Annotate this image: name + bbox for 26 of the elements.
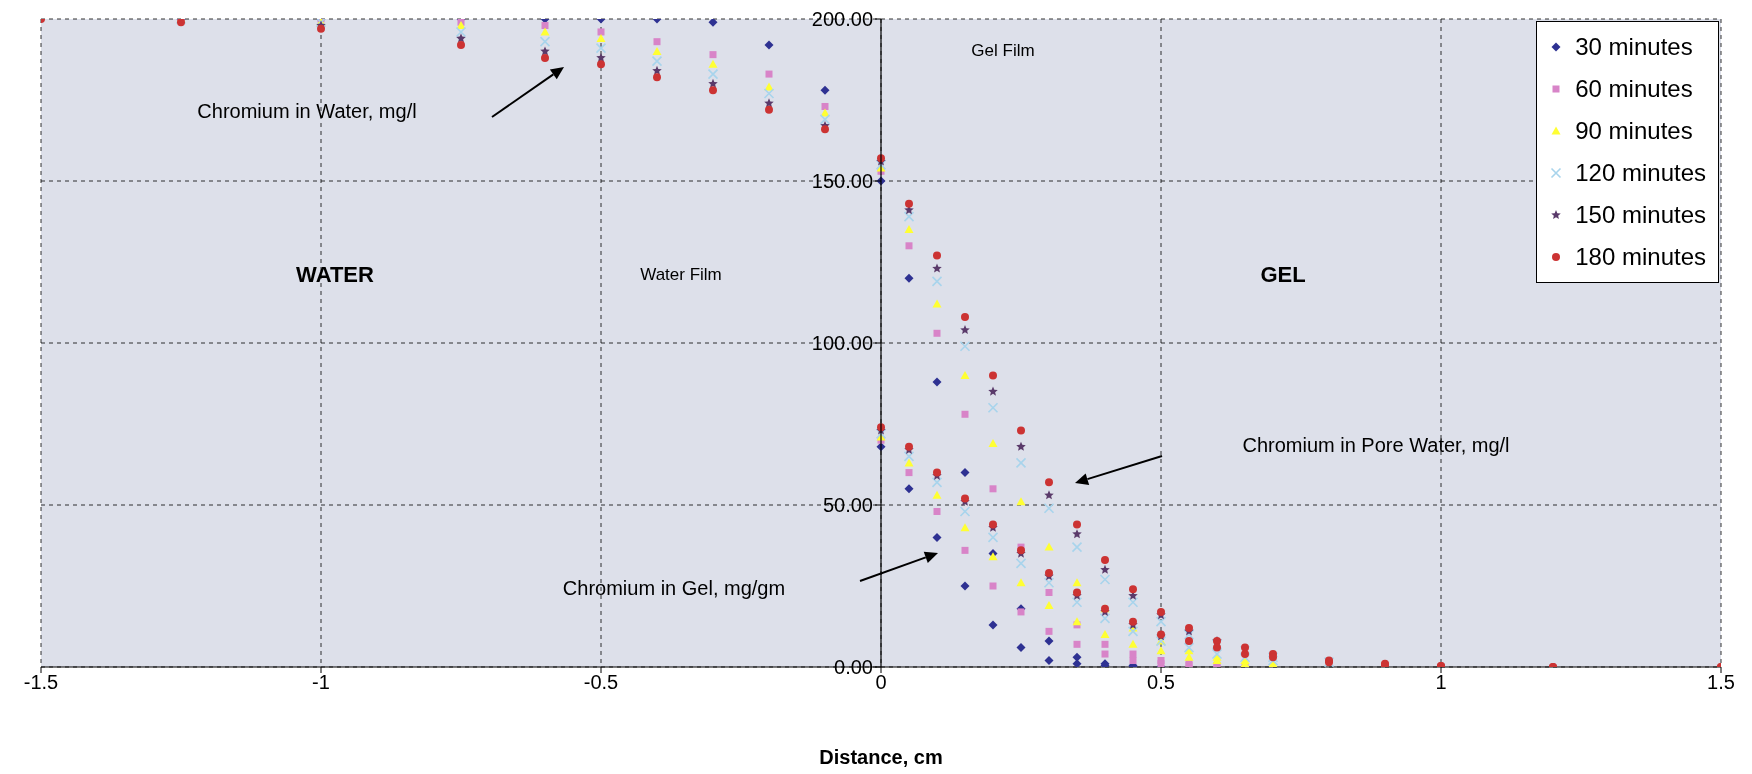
annotation: WATER (296, 261, 375, 287)
legend-label: 90 minutes (1575, 117, 1693, 145)
x-tick-label: -0.5 (583, 671, 619, 694)
x-axis-title: Distance, cm (819, 746, 943, 768)
x-tick-label: 0.5 (1147, 671, 1175, 694)
annotation: Gel Film (971, 40, 1035, 60)
y-tick-label: 0.00 (834, 656, 873, 678)
x-tick-label: 0 (875, 671, 887, 694)
x-tick-label: -1.5 (23, 671, 59, 694)
annotation: Water Film (640, 264, 722, 284)
x-tick-label: -1 (312, 671, 330, 694)
annotation: Chromium in Pore Water, mg/l (1242, 434, 1510, 456)
y-tick-label: 200.00 (811, 8, 873, 30)
x-tick-label: 1 (1435, 671, 1447, 694)
annotation: Chromium in Water, mg/l (197, 100, 417, 122)
y-tick-label: 150.00 (811, 170, 873, 192)
legend-label: 30 minutes (1575, 33, 1693, 61)
legend-label: 150 minutes (1575, 201, 1706, 229)
legend-label: 60 minutes (1575, 75, 1693, 103)
legend-label: 180 minutes (1575, 243, 1706, 271)
annotation: GEL (1260, 261, 1306, 287)
x-tick-label: 1.5 (1707, 671, 1735, 694)
annotation: Chromium in Gel, mg/gm (562, 577, 786, 599)
y-tick-label: 50.00 (822, 494, 873, 516)
y-tick-label: 100.00 (811, 332, 873, 354)
legend-label: 120 minutes (1575, 159, 1706, 187)
